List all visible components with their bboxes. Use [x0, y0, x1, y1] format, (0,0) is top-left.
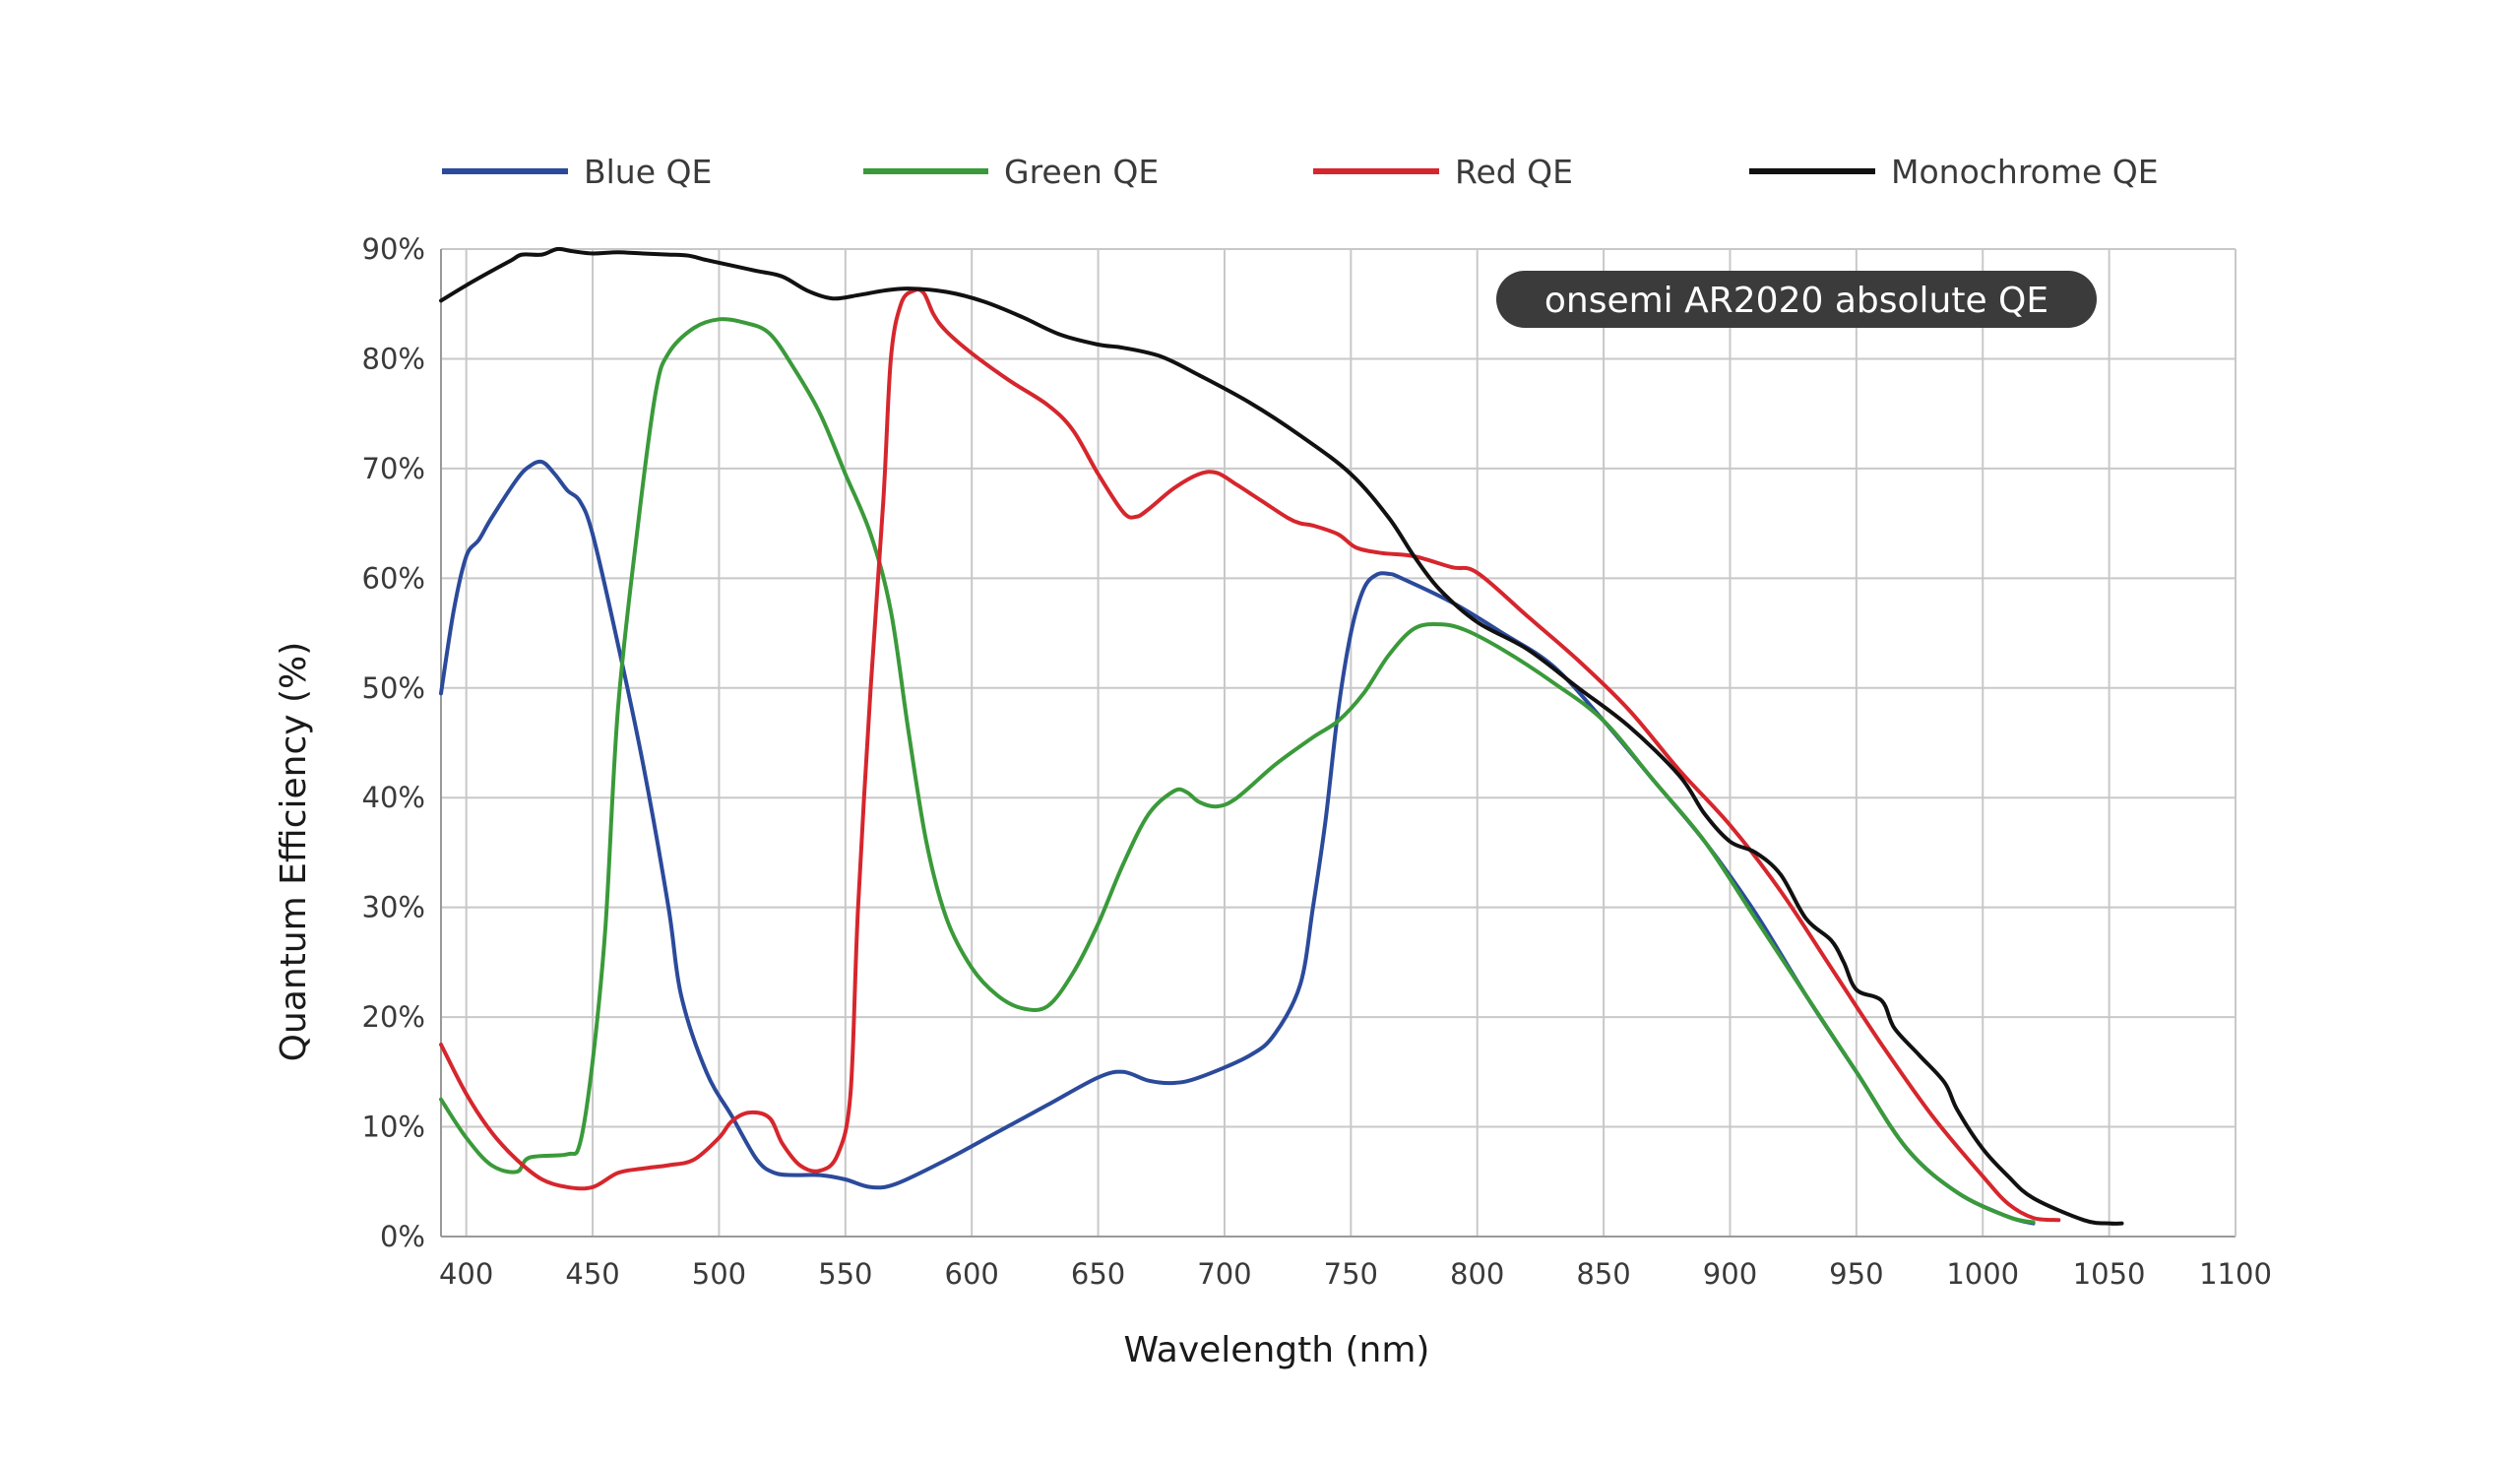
x-tick-label: 500 [692, 1257, 746, 1291]
x-tick-label: 900 [1703, 1257, 1757, 1291]
series-lines [439, 246, 2124, 1226]
x-tick-label: 750 [1324, 1257, 1378, 1291]
legend: Blue QE Green QE Red QE Monochrome QE [442, 153, 2159, 191]
annotation-badge-label: onsemi AR2020 absolute QE [1544, 281, 2048, 321]
x-axis-title: Wavelength (nm) [1124, 1330, 1430, 1370]
annotation-badge-background [1496, 271, 2097, 328]
y-axis-ticks: 0% 10% 20% 30% 40% 50% 60% 70% 80% 90% [362, 232, 425, 1253]
legend-item-red: Red QE [1313, 153, 1573, 191]
x-tick-label: 1000 [1946, 1257, 2019, 1291]
x-tick-label: 1050 [2073, 1257, 2146, 1291]
y-tick-label: 0% [380, 1220, 425, 1253]
y-tick-label: 10% [362, 1111, 425, 1144]
series-line-blue-qe [439, 459, 2036, 1226]
series-line-red-qe [439, 287, 2061, 1223]
y-tick-label: 50% [362, 671, 425, 705]
x-tick-label: 950 [1829, 1257, 1883, 1291]
y-tick-label: 80% [362, 342, 425, 375]
series-line-monochrome-qe [439, 246, 2124, 1226]
legend-label-green: Green QE [1004, 153, 1159, 191]
x-tick-label: 1100 [2199, 1257, 2272, 1291]
x-tick-label: 450 [565, 1257, 619, 1291]
y-tick-label: 30% [362, 891, 425, 924]
y-tick-label: 40% [362, 781, 425, 814]
y-axis-title: Quantum Efficiency (%) [274, 642, 314, 1062]
x-tick-label: 700 [1197, 1257, 1251, 1291]
x-tick-label: 550 [818, 1257, 872, 1291]
series-line-green-qe [439, 317, 2036, 1225]
legend-item-green: Green QE [863, 153, 1159, 191]
grid [440, 248, 2236, 1238]
legend-label-monochrome: Monochrome QE [1891, 153, 2159, 191]
annotation-badge: onsemi AR2020 absolute QE [1496, 271, 2097, 328]
x-tick-label: 650 [1071, 1257, 1125, 1291]
legend-label-red: Red QE [1455, 153, 1573, 191]
y-tick-label: 60% [362, 561, 425, 595]
legend-item-monochrome: Monochrome QE [1749, 153, 2159, 191]
y-tick-label: 70% [362, 452, 425, 485]
x-tick-label: 850 [1576, 1257, 1630, 1291]
legend-label-blue: Blue QE [584, 153, 712, 191]
x-tick-label: 400 [439, 1257, 493, 1291]
x-axis-ticks: 400 450 500 550 600 650 700 750 800 850 900 950 1000… [439, 1257, 2272, 1291]
legend-item-blue: Blue QE [442, 153, 712, 191]
x-tick-label: 600 [945, 1257, 999, 1291]
x-tick-label: 800 [1450, 1257, 1504, 1291]
y-tick-label: 20% [362, 1000, 425, 1034]
y-tick-label: 90% [362, 232, 425, 266]
